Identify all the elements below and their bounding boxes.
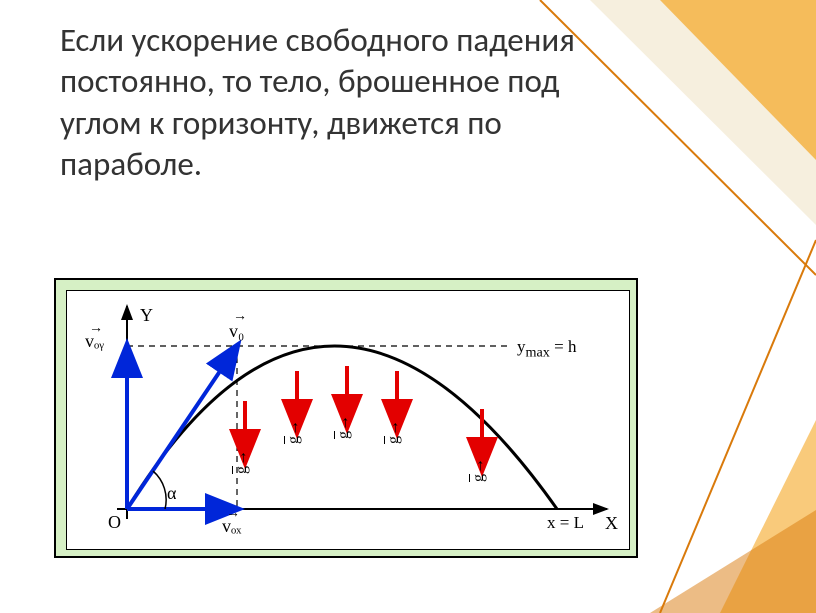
diagram-plot-area: Y X O α → v₀ → vₒₓ → vₒᵧ ymax = h x = L …	[66, 290, 630, 550]
x-axis-label: X	[605, 513, 618, 534]
g-label-1: g→	[233, 450, 251, 474]
g-label-3: g→	[335, 415, 353, 439]
angle-label: α	[167, 483, 176, 504]
g-label-4: g→	[385, 420, 403, 444]
vox-label: → vₒₓ	[222, 516, 241, 537]
ymax-formula: ymax = h	[517, 337, 576, 361]
origin-label: O	[108, 512, 121, 533]
g-label-5: g→	[470, 458, 488, 482]
v0-vector	[127, 346, 237, 509]
v0-label: → v₀	[229, 321, 244, 342]
g-label-2: g→	[285, 420, 303, 444]
angle-arc	[153, 471, 166, 509]
voy-label: → vₒᵧ	[85, 331, 104, 352]
x-formula: x = L	[547, 513, 584, 533]
y-axis-label: Y	[140, 305, 153, 326]
projectile-diagram: Y X O α → v₀ → vₒₓ → vₒᵧ ymax = h x = L …	[54, 278, 638, 558]
slide-body-text: Если ускорение свободного падения постоя…	[60, 20, 580, 185]
